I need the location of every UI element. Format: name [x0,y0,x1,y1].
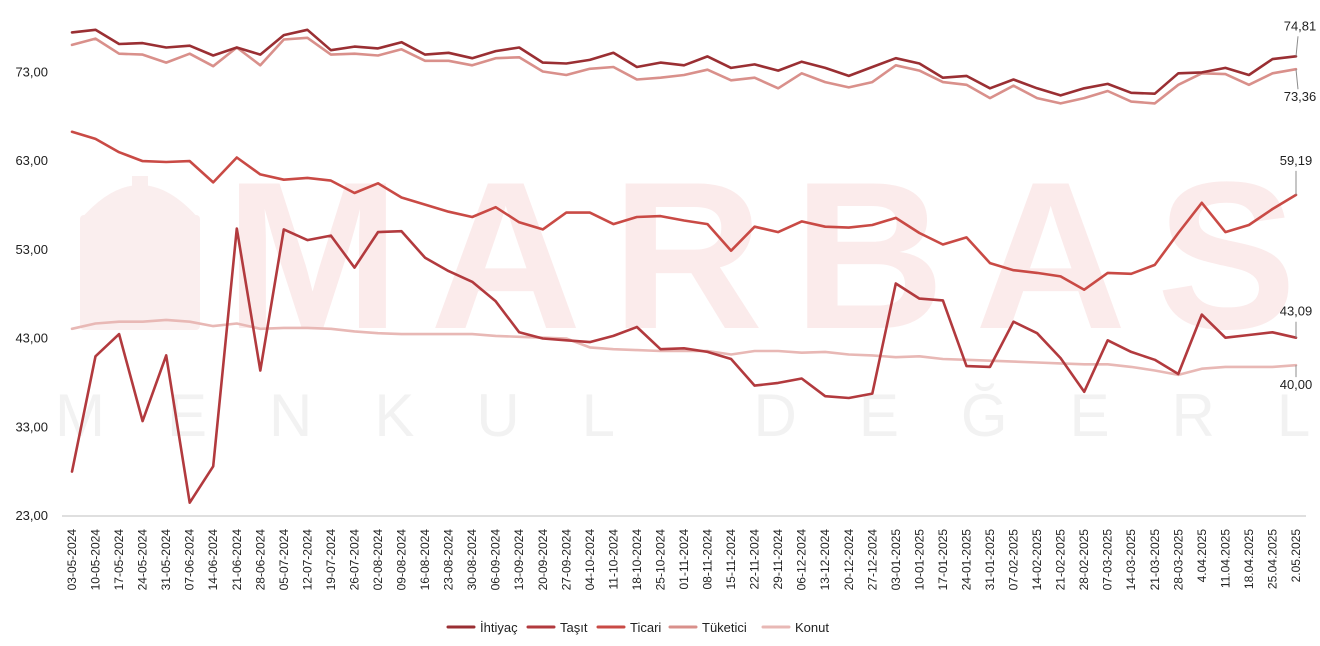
y-tick-label: 33,00 [15,419,48,434]
x-tick-label: 30-08-2024 [465,529,479,591]
x-tick-label: 20-09-2024 [536,529,550,591]
x-tick-label: 11-10-2024 [606,529,620,590]
building-icon [80,176,200,330]
x-tick-label: 14-06-2024 [206,529,220,591]
x-tick-label: 26-07-2024 [347,529,361,591]
y-tick-label: 73,00 [15,64,48,79]
series-line-4 [70,318,1298,377]
x-tick-label: 07-03-2025 [1101,529,1115,591]
end-value-label: 73,36 [1284,89,1317,104]
x-tick-label: 28-02-2025 [1077,529,1091,591]
x-tick-label: 15-11-2024 [724,529,738,590]
x-tick-label: 14-03-2025 [1124,529,1138,591]
y-tick-label: 63,00 [15,153,48,168]
x-tick-label: 24-05-2024 [136,529,150,591]
x-tick-label: 03-01-2025 [889,529,903,591]
x-tick-label: 28-03-2025 [1171,529,1185,591]
x-tick-label: 17-01-2025 [936,529,950,591]
x-tick-label: 27-09-2024 [559,529,573,591]
x-tick-label: 14-02-2025 [1030,529,1044,591]
x-tick-label: 08-11-2024 [701,529,715,590]
x-tick-label: 4.04.2025 [1195,529,1209,583]
x-tick-label: 21-03-2025 [1148,529,1162,591]
y-tick-label: 53,00 [15,242,48,257]
watermark: MARBAS MENKUL DEĞERLER [55,138,1320,449]
legend-entry: Tüketici [702,620,747,635]
x-tick-label: 07-02-2025 [1007,529,1021,591]
end-value-label: 59,19 [1280,153,1313,168]
x-tick-label: 09-08-2024 [395,529,409,591]
series-layer [70,28,1298,505]
x-tick-label: 06-09-2024 [489,529,503,591]
x-tick-label: 31-05-2024 [159,529,173,591]
x-tick-label: 27-12-2024 [865,529,879,591]
watermark-sub: MENKUL DEĞERLER [55,382,1320,449]
x-tick-label: 23-08-2024 [442,529,456,591]
series-line-2 [70,130,1298,292]
x-tick-label: 10-01-2025 [912,529,926,591]
x-tick-label: 28-06-2024 [253,529,267,591]
series-line-1 [70,227,1298,505]
x-tick-label: 21-02-2025 [1054,529,1068,591]
legend: İhtiyaç Taşıt Ticari Tüketici Konut [446,620,829,635]
x-tick-label: 17-05-2024 [112,529,126,591]
series-line-3 [70,36,1298,105]
x-tick-label: 19-07-2024 [324,529,338,591]
legend-entry: İhtiyaç [480,620,518,635]
x-tick-label: 12-07-2024 [300,529,314,591]
x-tick-label: 10-05-2024 [89,529,103,591]
end-value-label: 40,00 [1280,377,1313,392]
x-tick-label: 05-07-2024 [277,529,291,591]
x-tick-label: 02-08-2024 [371,529,385,591]
y-tick-label: 43,00 [15,331,48,346]
end-value-label: 74,81 [1284,18,1317,33]
x-tick-label: 01-11-2024 [677,529,691,590]
x-tick-label: 13-09-2024 [512,529,526,591]
end-label-leader [1295,36,1299,57]
watermark-main: MARBAS [225,138,1320,373]
y-tick-label: 23,00 [15,508,48,523]
x-tick-label: 22-11-2024 [748,529,762,590]
series-line-0 [70,28,1298,97]
end-value-label: 43,09 [1280,304,1313,319]
x-tick-label: 24-01-2025 [959,529,973,591]
x-tick-label: 03-05-2024 [65,529,79,591]
x-tick-label: 11.04.2025 [1218,529,1232,588]
x-tick-label: 20-12-2024 [842,529,856,591]
legend-entry: Taşıt [560,620,588,635]
y-axis: 23,00 33,00 43,00 53,00 63,00 73,00 [15,64,48,523]
x-axis: 03-05-2024 10-05-2024 17-05-2024 24-05-2024… [62,515,1306,591]
x-tick-label: 04-10-2024 [583,529,597,591]
x-tick-label: 25.04.2025 [1265,529,1279,589]
x-tick-label: 2.05.2025 [1289,529,1303,583]
x-tick-label: 25-10-2024 [653,529,667,591]
legend-entry: Ticari [630,620,661,635]
legend-entry: Konut [795,620,829,635]
end-label-leader [1295,69,1299,90]
x-tick-label: 21-06-2024 [230,529,244,591]
x-tick-label: 18.04.2025 [1242,529,1256,589]
x-tick-label: 13-12-2024 [818,529,832,591]
x-tick-label: 06-12-2024 [795,529,809,591]
x-tick-label: 07-06-2024 [183,529,197,591]
end-labels: 74,81 43,09 59,19 73,36 40,00 [1280,18,1317,392]
x-tick-label: 16-08-2024 [418,529,432,591]
x-tick-label: 18-10-2024 [630,529,644,591]
x-tick-label: 29-11-2024 [771,529,785,590]
x-tick-label: 31-01-2025 [983,529,997,591]
